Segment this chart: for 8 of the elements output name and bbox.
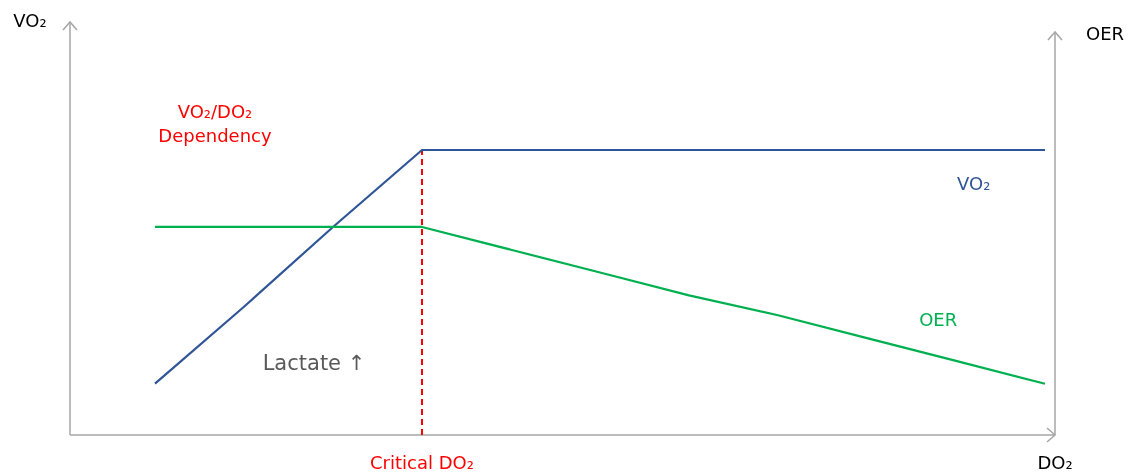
text: OER bbox=[1085, 23, 1125, 44]
text: VO₂/DO₂ Dependency bbox=[158, 101, 272, 146]
annotation: Lactate ↑ bbox=[262, 351, 366, 375]
text: Critical DO₂ bbox=[370, 452, 474, 473]
series-label: VO₂ bbox=[957, 173, 991, 194]
series-label: OER bbox=[919, 308, 958, 330]
text: VO₂ bbox=[13, 10, 47, 31]
x-axis-title: DO₂ bbox=[1037, 452, 1073, 473]
